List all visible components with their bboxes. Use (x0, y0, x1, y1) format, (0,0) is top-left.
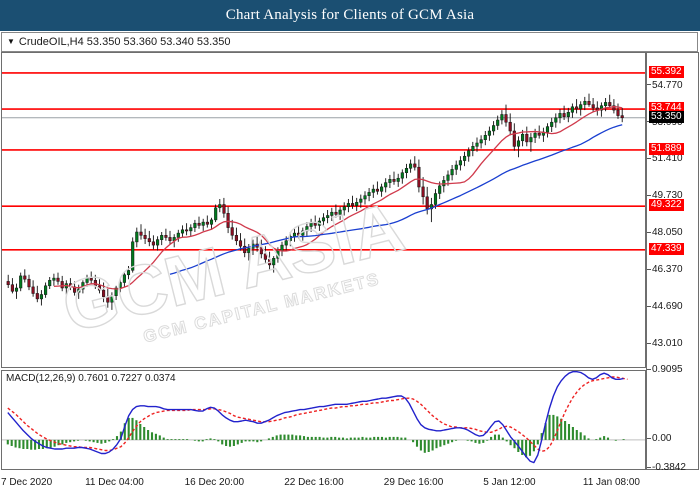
price-level-tag[interactable]: 47.339 (649, 242, 684, 255)
price-level-tag[interactable]: 49.322 (649, 199, 684, 212)
page-title: Chart Analysis for Clients of GCM Asia (225, 7, 475, 23)
macd-tick: 0.9095 (647, 364, 683, 375)
macd-svg (2, 371, 645, 464)
price-level-tag[interactable]: 55.392 (649, 65, 684, 78)
date-tick-label: 11 Dec 04:00 (85, 477, 144, 488)
price-tick: 49.730 (647, 190, 683, 201)
date-tick-label: 16 Dec 20:00 (184, 477, 245, 488)
chevron-down-icon[interactable]: ▼ (7, 37, 15, 46)
date-tick-label: 29 Dec 16:00 (383, 477, 444, 488)
price-chart-canvas (2, 53, 645, 367)
price-chart-svg (2, 72, 645, 310)
price-tick: 44.690 (647, 301, 683, 312)
window-title-bar: Chart Analysis for Clients of GCM Asia (0, 0, 700, 31)
date-tick-label: 5 Jan 12:00 (483, 477, 536, 488)
price-tick: 51.410 (647, 153, 683, 164)
date-axis: 7 Dec 2020 11 Dec 04:00 16 Dec 20:00 22 Dec… (0, 471, 700, 500)
date-tick-label: 22 Dec 16:00 (284, 477, 344, 488)
price-axis-labels: 54.77053.09051.41049.73048.05046.37044.6… (647, 52, 700, 473)
price-tick: 48.050 (647, 227, 683, 238)
macd-tick: -0.3842 (647, 462, 686, 473)
price-tick: 46.370 (647, 264, 683, 275)
date-tick-label: 11 Jan 08:00 (582, 477, 640, 488)
current-price-tag[interactable]: 53.350 (649, 110, 684, 123)
price-tick: 43.010 (647, 338, 683, 349)
price-tick: 54.770 (647, 80, 683, 91)
date-tick-label: 7 Dec 2020 (1, 477, 53, 488)
macd-tick: 0.00 (647, 433, 671, 444)
price-chart-pane[interactable] (1, 52, 646, 368)
macd-indicator-pane[interactable] (1, 370, 646, 470)
macd-canvas (2, 371, 645, 469)
symbol-info-text: CrudeOIL,H4 53.350 53.360 53.340 53.350 (18, 36, 231, 48)
macd-label: MACD(12,26,9) 0.7601 0.7227 0.0374 (6, 373, 176, 384)
symbol-info-bar[interactable]: ▼ CrudeOIL,H4 53.350 53.360 53.340 53.35… (1, 32, 698, 52)
price-level-tag[interactable]: 51.889 (649, 142, 684, 155)
